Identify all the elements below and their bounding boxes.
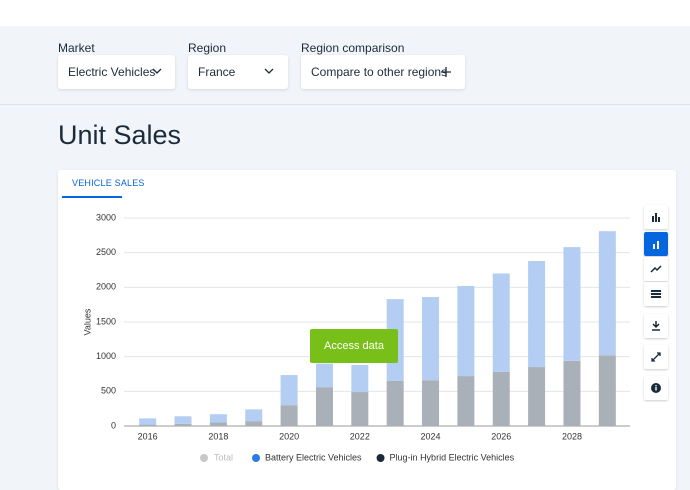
bar-segment: [351, 364, 369, 393]
y-tick-label: 2500: [96, 247, 116, 257]
page-title: Unit Sales: [58, 120, 182, 150]
button-text: Compare to other regions: [311, 65, 448, 79]
y-tick-label: 2000: [96, 282, 116, 292]
stacked-chart-icon[interactable]: [644, 232, 668, 256]
y-tick-label: 500: [101, 386, 116, 396]
filter-label: Market: [58, 41, 95, 55]
compare-button[interactable]: Compare to other regions: [301, 55, 465, 89]
bar-segment: [563, 247, 581, 361]
bar-segment: [492, 273, 510, 372]
bar-segment: [598, 231, 616, 356]
tab-underline: [62, 196, 122, 198]
bar-segment: [139, 424, 157, 426]
y-tick-label: 1500: [96, 316, 116, 326]
bar-segment: [280, 375, 298, 406]
x-tick-label: 2028: [562, 431, 582, 441]
tab[interactable]: VEHICLE SALES: [72, 178, 145, 188]
filter-bar: Market Electric Vehicles Region France R…: [0, 26, 690, 105]
bar-segment: [174, 416, 192, 424]
bar-segment: [315, 363, 333, 388]
bar-segment: [598, 355, 616, 426]
x-tick-label: 2024: [421, 431, 441, 441]
y-tick-label: 3000: [96, 212, 116, 222]
top-bar: [0, 0, 690, 26]
bar-segment: [315, 387, 333, 426]
bar-segment: [245, 421, 263, 426]
bar-segment: [422, 297, 440, 381]
y-tick-label: 1000: [96, 351, 116, 361]
x-tick-label: 2026: [491, 431, 511, 441]
bar-segment: [457, 285, 475, 377]
chart: Values 0 500 1000 1500 2000 2500 3000 2016 2018 2…: [82, 212, 630, 462]
dropdown[interactable]: France: [188, 55, 288, 89]
info-icon[interactable]: [644, 376, 668, 400]
bar-segment: [280, 405, 298, 426]
bar-segment: [209, 414, 227, 423]
y-axis-label: Values: [82, 308, 92, 335]
y-tick-label: 0: [111, 420, 116, 430]
filter-label: Region: [188, 41, 227, 55]
bar-segment: [209, 422, 227, 426]
x-tick-label: 2022: [350, 431, 370, 441]
filter-label: Region comparison: [301, 41, 405, 55]
legend-dot: [252, 454, 260, 462]
x-tick-label: 2016: [138, 431, 158, 441]
line-chart-icon[interactable]: [644, 257, 668, 281]
download-icon[interactable]: [644, 314, 668, 338]
bar-segment: [563, 360, 581, 426]
legend-label: Total: [214, 452, 233, 462]
bar-chart-icon[interactable]: [644, 205, 668, 229]
bar-segment: [174, 423, 192, 426]
x-tick-label: 2018: [208, 431, 228, 441]
bar-segment: [528, 367, 546, 426]
dropdown-value: France: [198, 65, 236, 79]
bar-segment: [351, 392, 369, 426]
bar-segment: [528, 260, 546, 368]
bar-segment: [492, 371, 510, 426]
bar-segment: [139, 418, 157, 425]
dropdown[interactable]: Electric Vehicles: [58, 55, 175, 89]
bar-segment: [457, 376, 475, 426]
fullscreen-icon[interactable]: [644, 345, 668, 369]
legend-dot: [376, 454, 385, 462]
bar-segment: [422, 380, 440, 426]
dropdown-value: Electric Vehicles: [68, 65, 156, 79]
x-tick-label: 2020: [279, 431, 299, 441]
legend-label: Plug-in Hybrid Electric Vehicles: [390, 452, 515, 462]
table-icon[interactable]: [644, 282, 668, 306]
bar-segment: [386, 380, 404, 426]
bar-segment: [245, 409, 263, 422]
legend-dot: [200, 454, 208, 462]
access-data-button[interactable]: Access data: [310, 329, 398, 363]
legend-label: Battery Electric Vehicles: [265, 452, 362, 462]
